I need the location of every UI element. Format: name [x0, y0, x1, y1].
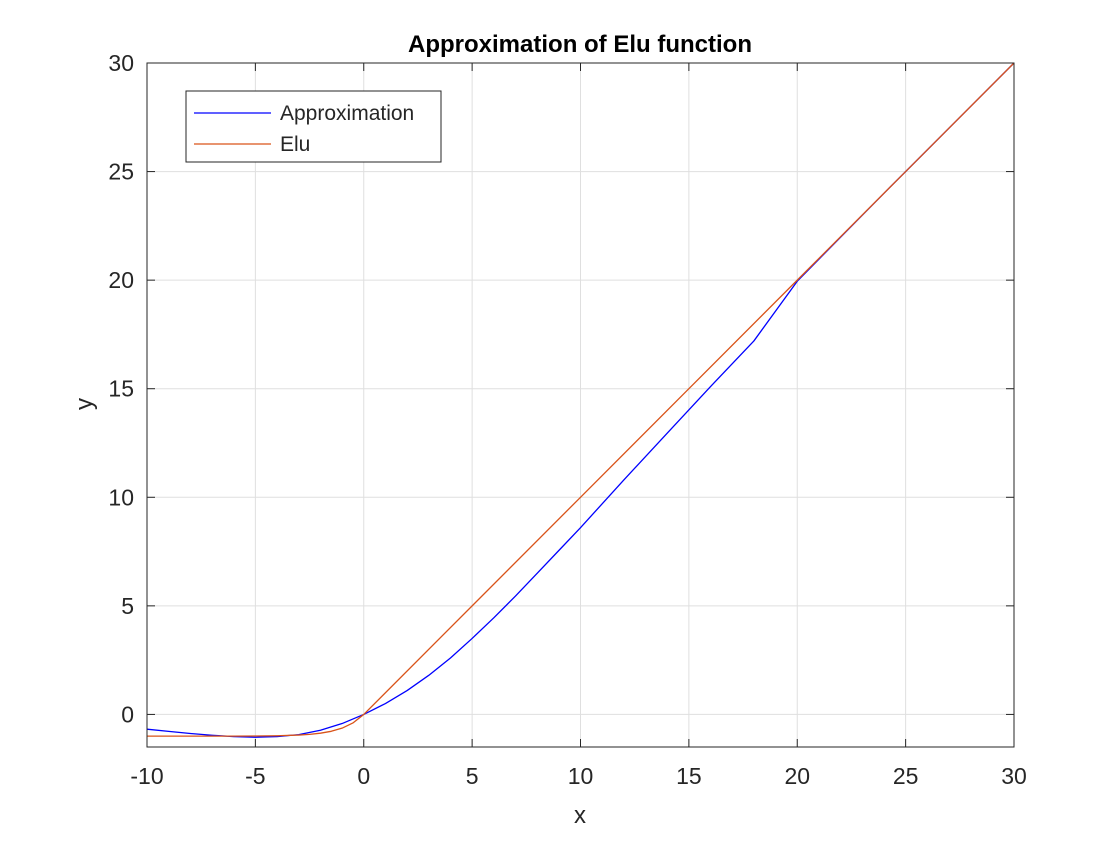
y-tick-label: 15 [108, 376, 134, 402]
x-tick-label: 25 [893, 763, 919, 789]
legend: Approximation Elu [185, 90, 442, 163]
chart-title: Approximation of Elu function [408, 31, 752, 58]
x-tick-label: 15 [676, 763, 702, 789]
series-line-approximation [146, 62, 1015, 738]
x-tick-label: 0 [357, 763, 370, 789]
legend-box [185, 90, 442, 163]
y-axis-label: y [71, 398, 98, 410]
x-tick-labels: -10 -5 0 5 10 15 20 25 30 [130, 763, 1026, 789]
y-tick-label: 25 [108, 159, 134, 185]
grid [146, 62, 1015, 747]
y-tick-label: 20 [108, 267, 134, 293]
y-tick-label: 10 [108, 484, 134, 510]
series-line-elu [147, 62, 1015, 737]
x-tick-label: 10 [568, 763, 594, 789]
legend-label-elu: Elu [280, 133, 310, 156]
x-tick-label: -5 [245, 763, 265, 789]
ticks [146, 62, 1015, 747]
y-tick-label: 0 [121, 701, 134, 727]
x-tick-label: -10 [130, 763, 163, 789]
y-tick-labels: 0 5 10 15 20 25 30 [108, 50, 134, 727]
x-axis-label: x [574, 802, 586, 829]
legend-label-approximation: Approximation [280, 102, 414, 125]
x-tick-label: 20 [784, 763, 810, 789]
series-layer [146, 62, 1015, 738]
y-tick-label: 5 [121, 593, 134, 619]
x-tick-label: 5 [466, 763, 479, 789]
y-tick-label: 30 [108, 50, 134, 76]
x-tick-label: 30 [1001, 763, 1027, 789]
